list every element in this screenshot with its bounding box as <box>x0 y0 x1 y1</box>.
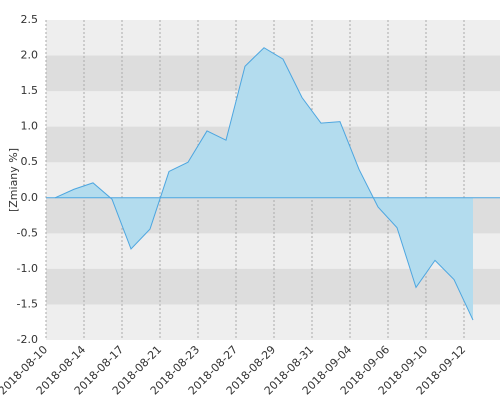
y-tick-label: -1.0 <box>17 262 38 275</box>
y-tick-label: -0.5 <box>17 226 38 239</box>
y-tick-label: 1.0 <box>21 120 39 133</box>
y-tick-label: -2.0 <box>17 333 38 346</box>
y-tick-label: 0.0 <box>21 191 39 204</box>
grid-band <box>46 268 500 305</box>
y-tick-label: -1.5 <box>17 297 38 310</box>
y-tick-label: 2.0 <box>21 49 39 62</box>
y-tick-label: 1.5 <box>21 84 39 97</box>
y-axis-label: [Zmiany %] <box>7 148 20 212</box>
y-tick-label: 2.5 <box>21 13 39 26</box>
line <box>54 47 474 321</box>
area <box>55 47 473 321</box>
y-tick-label: 0.5 <box>21 155 39 168</box>
